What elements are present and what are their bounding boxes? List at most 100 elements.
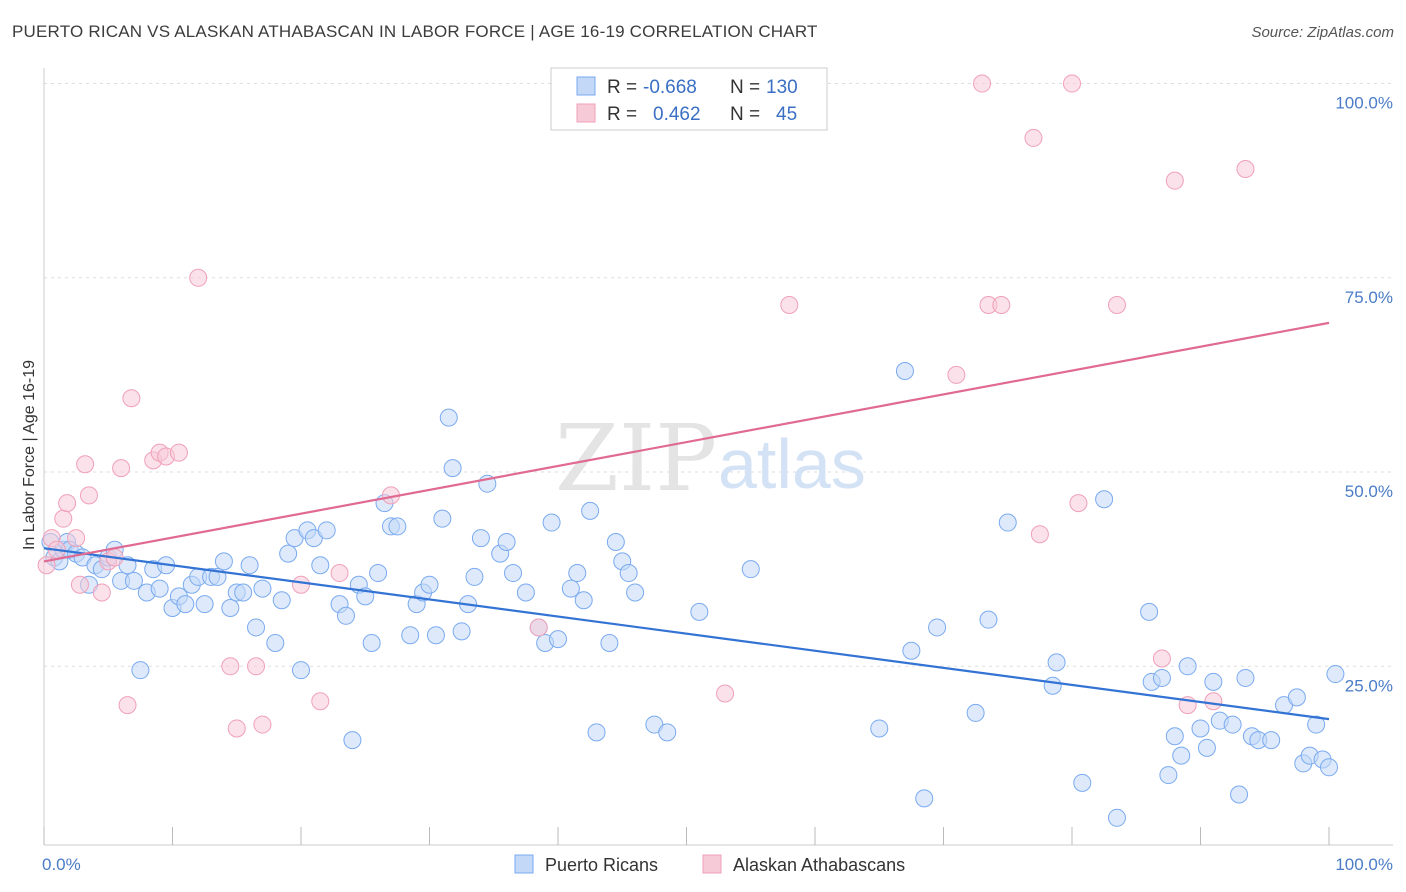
data-point <box>1107 808 1126 827</box>
data-point <box>112 459 131 478</box>
data-point <box>1152 649 1171 668</box>
data-point <box>587 723 606 742</box>
data-point <box>741 560 760 579</box>
watermark-zip: ZIP <box>555 405 717 512</box>
data-point <box>214 552 233 571</box>
data-point <box>266 633 285 652</box>
legend-r-label-1: R = <box>607 104 637 125</box>
data-point <box>452 622 471 641</box>
data-point <box>504 564 523 583</box>
data-point <box>568 564 587 583</box>
data-point <box>1107 295 1126 314</box>
data-point <box>1165 727 1184 746</box>
data-point <box>426 626 445 645</box>
data-point <box>1178 657 1197 676</box>
data-point <box>1165 171 1184 190</box>
data-point <box>497 532 516 551</box>
data-point <box>124 571 143 590</box>
data-point <box>998 513 1017 532</box>
data-point <box>716 684 735 703</box>
legend-n-label-1: N = <box>730 104 760 125</box>
data-point <box>1069 494 1088 513</box>
legend-swatch-alaskan-athabascans <box>576 103 596 123</box>
legend-n-value-alaskan-athabascans: 45 <box>776 104 797 125</box>
data-point <box>1223 715 1242 734</box>
source-label: Source: ZipAtlas.com <box>1251 24 1394 41</box>
data-point <box>1197 738 1216 757</box>
data-point <box>336 606 355 625</box>
data-point <box>992 295 1011 314</box>
legend-r-value-alaskan-athabascans: 0.462 <box>653 104 701 125</box>
data-point <box>465 567 484 586</box>
data-point <box>581 501 600 520</box>
y-tick-label: 25.0% <box>1345 676 1393 695</box>
legend-n-label-0: N = <box>730 77 760 98</box>
data-point <box>76 455 95 474</box>
x-tick-label-min: 0.0% <box>42 855 81 874</box>
data-point <box>311 556 330 575</box>
chart-title: PUERTO RICAN VS ALASKAN ATHABASCAN IN LA… <box>12 22 818 41</box>
axes <box>43 68 1393 846</box>
y-axis-label: In Labor Force | Age 16-19 <box>21 360 38 550</box>
y-tick-label: 100.0% <box>1335 94 1393 113</box>
data-points <box>37 74 1345 827</box>
data-point <box>947 365 966 384</box>
data-point <box>1307 715 1326 734</box>
data-point <box>388 517 407 536</box>
data-point <box>330 564 349 583</box>
data-point <box>118 696 137 715</box>
data-point <box>362 633 381 652</box>
data-point <box>600 633 619 652</box>
data-point <box>317 521 336 540</box>
data-point <box>240 556 259 575</box>
data-point <box>1326 665 1345 684</box>
trend-line-1 <box>43 321 1330 563</box>
data-point <box>1191 719 1210 738</box>
bottom-legend-swatch-puerto-ricans <box>514 854 534 874</box>
data-point <box>1024 128 1043 147</box>
data-point <box>189 268 208 287</box>
data-point <box>443 459 462 478</box>
data-point <box>626 583 645 602</box>
data-point <box>549 630 567 649</box>
data-point <box>292 575 310 594</box>
data-point <box>272 591 291 610</box>
data-point <box>658 723 677 742</box>
data-point <box>561 579 580 598</box>
watermark: ZIP atlas <box>555 405 866 512</box>
data-point <box>221 657 240 676</box>
data-point <box>54 509 73 528</box>
data-point <box>67 529 86 548</box>
gridlines <box>44 83 1393 667</box>
bottom-legend-swatch-alaskan-athabascans <box>702 854 722 874</box>
data-point <box>122 389 141 408</box>
data-point <box>292 661 310 680</box>
bottom-legend: Puerto Ricans Alaskan Athabascans <box>514 854 905 875</box>
data-point <box>870 719 889 738</box>
data-point <box>1262 731 1281 750</box>
trend-lines <box>43 321 1330 721</box>
data-point <box>227 719 246 738</box>
data-point <box>471 529 490 548</box>
data-point <box>195 595 214 614</box>
data-point <box>92 583 111 602</box>
series-points-0 <box>41 362 1345 827</box>
y-tick-labels: 25.0% 50.0% 75.0% 100.0% <box>1335 94 1393 696</box>
data-point <box>433 509 452 528</box>
data-point <box>1140 602 1159 621</box>
bottom-legend-alaskan-athabascans: Alaskan Athabascans <box>733 855 905 875</box>
data-point <box>1236 668 1255 687</box>
watermark-atlas: atlas <box>718 425 866 503</box>
data-point <box>1204 672 1223 691</box>
data-point <box>70 575 89 594</box>
data-point <box>1320 758 1338 777</box>
data-point <box>253 715 272 734</box>
data-point <box>176 595 195 614</box>
data-point <box>1030 525 1049 544</box>
data-point <box>1073 773 1092 792</box>
data-point <box>928 618 947 637</box>
data-point <box>58 494 77 513</box>
data-point <box>169 443 188 462</box>
data-point <box>234 583 253 602</box>
